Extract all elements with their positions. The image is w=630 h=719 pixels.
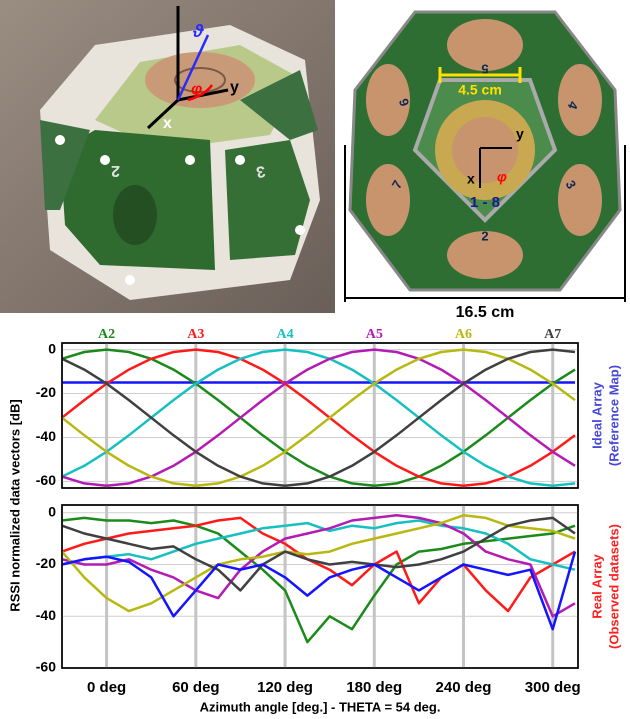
- series-label: A3: [187, 327, 204, 342]
- y-tick-label: 0: [48, 503, 56, 519]
- y-tick-label: -40: [36, 428, 56, 444]
- side-label: Real Array: [589, 553, 604, 618]
- y-tick-label: -40: [36, 607, 56, 623]
- series-label: A6: [455, 327, 472, 342]
- series-label: A5: [366, 327, 383, 342]
- series-label: A7: [544, 327, 561, 342]
- phi-label: φ: [191, 81, 202, 98]
- x-tick-label: 240 deg: [436, 679, 492, 696]
- x-tick-label: 300 deg: [525, 679, 581, 696]
- y-tick-label: 0: [48, 340, 56, 356]
- x-tick-label: 180 deg: [346, 679, 402, 696]
- x-tick-label: 0 deg: [87, 679, 126, 696]
- series-label: A2: [98, 327, 115, 342]
- side-label: (Observed datasets): [606, 524, 621, 649]
- face-number: 2: [111, 162, 120, 179]
- size-label: 16.5 cm: [456, 304, 515, 321]
- side-label: Ideal Array: [589, 381, 604, 448]
- x-axis-label: x: [163, 115, 172, 132]
- y-tick-label: -20: [36, 384, 56, 400]
- face-number: 2: [481, 228, 488, 243]
- x-axis-label: x: [467, 171, 475, 187]
- side-label: (Reference Map): [606, 365, 621, 466]
- x-tick-label: 120 deg: [257, 679, 313, 696]
- y-tick-label: -20: [36, 555, 56, 571]
- photo: ϑ φ x y 2 3: [0, 0, 335, 313]
- theta-label: ϑ: [192, 21, 204, 41]
- phi-label: φ: [497, 169, 507, 185]
- width-label: 4.5 cm: [458, 82, 502, 98]
- y-tick-label: -60: [36, 659, 56, 675]
- y-axis-title: RSSI normalized data vectors [dB]: [7, 399, 22, 611]
- y-axis-label: y: [516, 126, 524, 142]
- figure: ϑ φ x y 2 3 4.5 cm y x φ 1 - 8 5 4 3 2 7: [0, 0, 630, 719]
- face-number: 5: [481, 62, 488, 77]
- model: 4.5 cm y x φ 1 - 8 5 4 3 2 7 6 16.5 cm: [345, 12, 625, 321]
- series-label: A4: [276, 327, 293, 342]
- y-axis-label: y: [230, 79, 239, 96]
- y-tick-label: -60: [36, 472, 56, 488]
- center-label: 1 - 8: [470, 194, 500, 211]
- x-axis-title: Azimuth angle [deg.] - THETA = 54 deg.: [200, 699, 441, 714]
- x-tick-label: 60 deg: [172, 679, 220, 696]
